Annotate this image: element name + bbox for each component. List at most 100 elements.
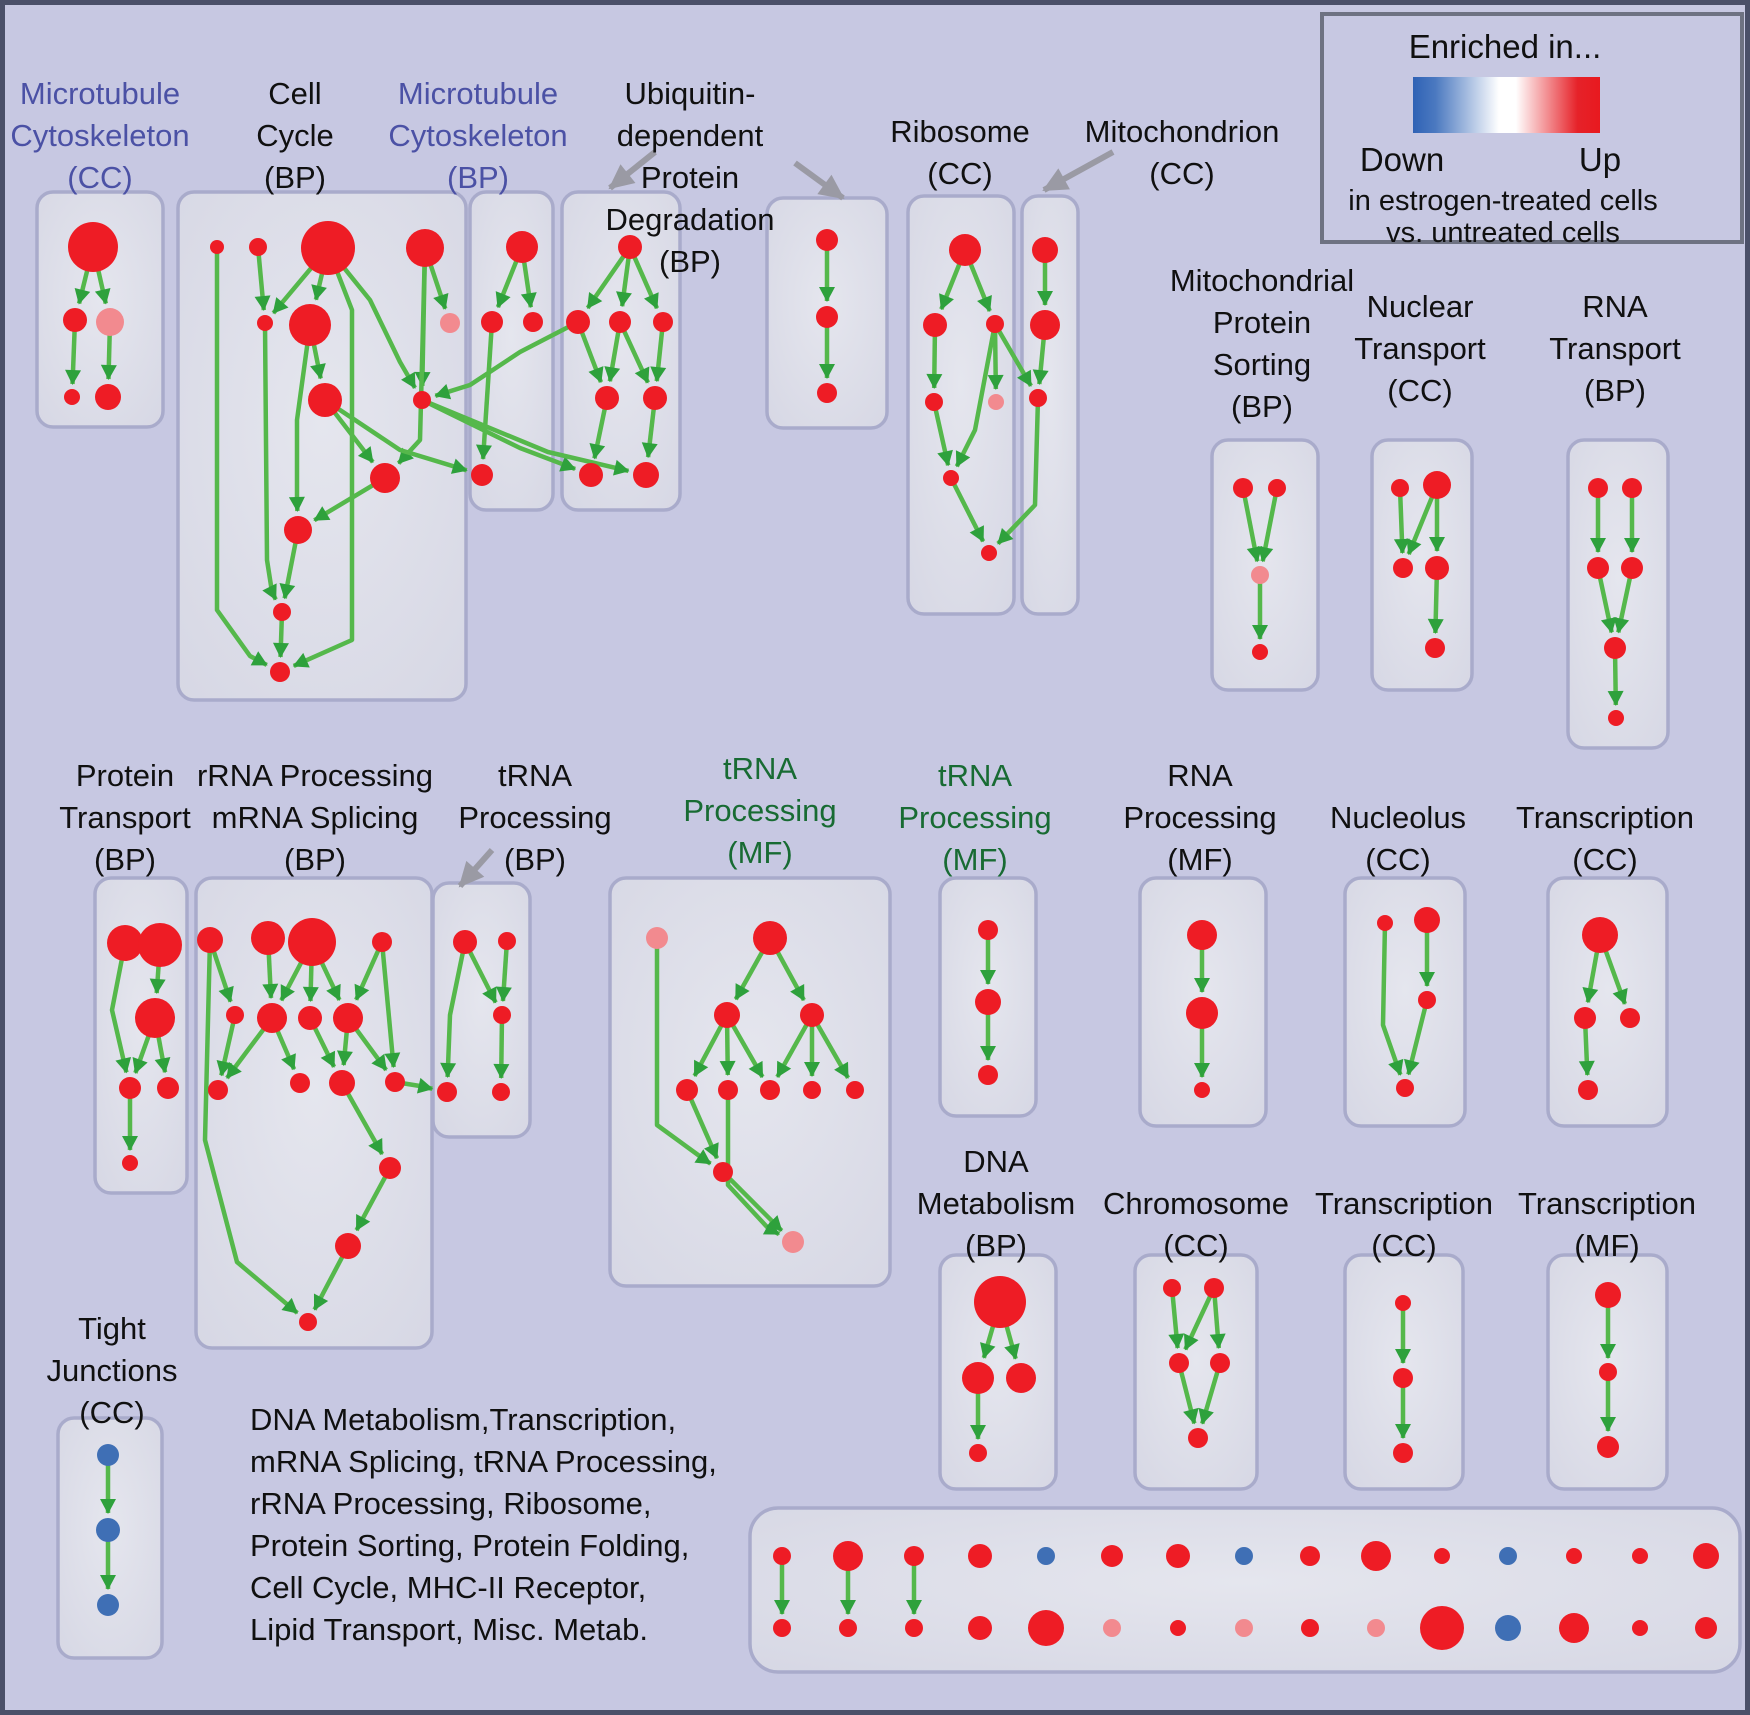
- cluster-label-transcription-cc2: Transcription: [1516, 800, 1694, 835]
- go-term-node: [1608, 710, 1624, 726]
- relation-arrow: [109, 942, 132, 1074]
- go-term-node: [493, 1006, 511, 1024]
- go-term-node: [122, 1155, 138, 1171]
- go-term-node: [308, 383, 342, 417]
- go-term-node: [498, 932, 516, 950]
- go-term-node: [1163, 1279, 1181, 1297]
- cluster-box-nuclear-transport: [1370, 438, 1474, 692]
- relation-arrow: [202, 939, 299, 1315]
- go-term-node: [333, 1003, 363, 1033]
- cluster-box-rna-transport: [1566, 438, 1670, 750]
- go-term-node: [119, 1077, 141, 1099]
- go-term-node: [257, 315, 273, 331]
- go-term-node: [1495, 1615, 1521, 1641]
- go-term-node: [1587, 557, 1609, 579]
- go-term-node: [1499, 1547, 1517, 1565]
- go-term-node: [923, 313, 947, 337]
- go-term-node: [1300, 1546, 1320, 1566]
- go-term-node: [270, 662, 290, 682]
- cluster-label-chromosome: Chromosome: [1103, 1186, 1289, 1221]
- legend-subtitle-line1: in estrogen-treated cells: [1348, 185, 1658, 217]
- cluster-label-dna-metabolism: (BP): [965, 1228, 1027, 1263]
- go-term-node: [1621, 557, 1643, 579]
- cluster-label-tight-junctions: Junctions: [47, 1353, 178, 1388]
- legend-down-label: Down: [1360, 141, 1444, 178]
- cluster-label-transcription-mf3: Transcription: [1518, 1186, 1696, 1221]
- go-term-node: [1235, 1547, 1253, 1565]
- cluster-label-rna-processing: Processing: [1123, 800, 1276, 835]
- go-term-node: [753, 921, 787, 955]
- cluster-label-rrna-mrna: (BP): [284, 842, 346, 877]
- go-term-node: [335, 1233, 361, 1259]
- cluster-label-nucleolus: Nucleolus: [1330, 800, 1466, 835]
- cluster-label-rna-transport: (BP): [1584, 373, 1646, 408]
- cluster-label-tight-junctions: (CC): [79, 1395, 144, 1430]
- go-term-node: [609, 311, 631, 333]
- go-term-node: [978, 920, 998, 940]
- go-term-node: [925, 393, 943, 411]
- go-term-node: [97, 1444, 119, 1466]
- cluster-label-mito-sorting: Mitochondrial: [1170, 263, 1354, 298]
- cluster-label-mito-sorting: Sorting: [1213, 347, 1311, 382]
- go-term-node: [618, 235, 642, 259]
- relation-arrow: [495, 940, 512, 1003]
- go-term-node: [1393, 1368, 1413, 1388]
- go-term-node: [1393, 1443, 1413, 1463]
- go-term-node: [329, 1070, 355, 1096]
- cluster-label-rna-transport: Transport: [1549, 331, 1681, 366]
- go-term-node: [1693, 1543, 1719, 1569]
- cluster-label-mito-sorting: Protein: [1213, 305, 1311, 340]
- go-term-node: [1210, 1353, 1230, 1373]
- relation-arrow: [1209, 1287, 1226, 1350]
- go-term-node: [64, 389, 80, 405]
- go-term-node: [1582, 917, 1618, 953]
- go-term-node: [782, 1231, 804, 1253]
- cluster-label-ubiquitin: Ubiquitin-: [625, 76, 756, 111]
- cluster-label-nucleolus: (CC): [1365, 842, 1430, 877]
- cluster-label-trna-mf-2: Processing: [898, 800, 1051, 835]
- go-term-node: [208, 1080, 228, 1100]
- cluster-label-protein-transport: (BP): [94, 842, 156, 877]
- go-term-node: [1301, 1619, 1319, 1637]
- go-term-node: [453, 930, 477, 954]
- cluster-box-cell-cycle: [176, 190, 468, 702]
- relation-arrow: [493, 1014, 510, 1080]
- go-term-node: [1252, 644, 1268, 660]
- go-term-node: [1414, 907, 1440, 933]
- go-term-node: [523, 312, 543, 332]
- relation-arrow: [216, 1014, 238, 1077]
- relation-arrow: [1393, 487, 1410, 555]
- relation-arrow: [340, 1081, 385, 1156]
- go-term-node: [839, 1619, 857, 1637]
- go-term-node: [413, 391, 431, 409]
- go-term-node: [1204, 1278, 1224, 1298]
- relation-arrow: [617, 321, 650, 384]
- cluster-box-transcription-cc2: [1546, 876, 1669, 1128]
- relation-arrow: [948, 476, 986, 543]
- go-term-node: [1418, 991, 1436, 1009]
- relation-arrow: [288, 324, 313, 513]
- cluster-label-cell-cycle: Cell: [268, 76, 321, 111]
- cluster-label-dna-metabolism: DNA: [963, 1144, 1029, 1179]
- cluster-box-dna-metabolism: [938, 1253, 1058, 1491]
- go-term-node: [1434, 1548, 1450, 1564]
- go-term-node: [1391, 479, 1409, 497]
- go-term-node: [718, 1080, 738, 1100]
- go-term-node: [1169, 1353, 1189, 1373]
- go-term-node: [1361, 1541, 1391, 1571]
- go-term-node: [257, 1003, 287, 1033]
- cluster-label-protein-transport: Protein: [76, 758, 174, 793]
- relation-arrow: [1198, 1362, 1223, 1425]
- go-term-node: [968, 1616, 992, 1640]
- go-term-node: [157, 1077, 179, 1099]
- go-term-node: [633, 462, 659, 488]
- go-term-node: [251, 921, 285, 955]
- go-term-node: [1604, 637, 1626, 659]
- relation-arrow: [475, 321, 495, 461]
- relation-arrow: [931, 401, 953, 467]
- cluster-label-trna-mf-2: tRNA: [938, 758, 1012, 793]
- cluster-label-trna-bp: tRNA: [498, 758, 572, 793]
- cluster-label-cell-cycle: (BP): [264, 160, 326, 195]
